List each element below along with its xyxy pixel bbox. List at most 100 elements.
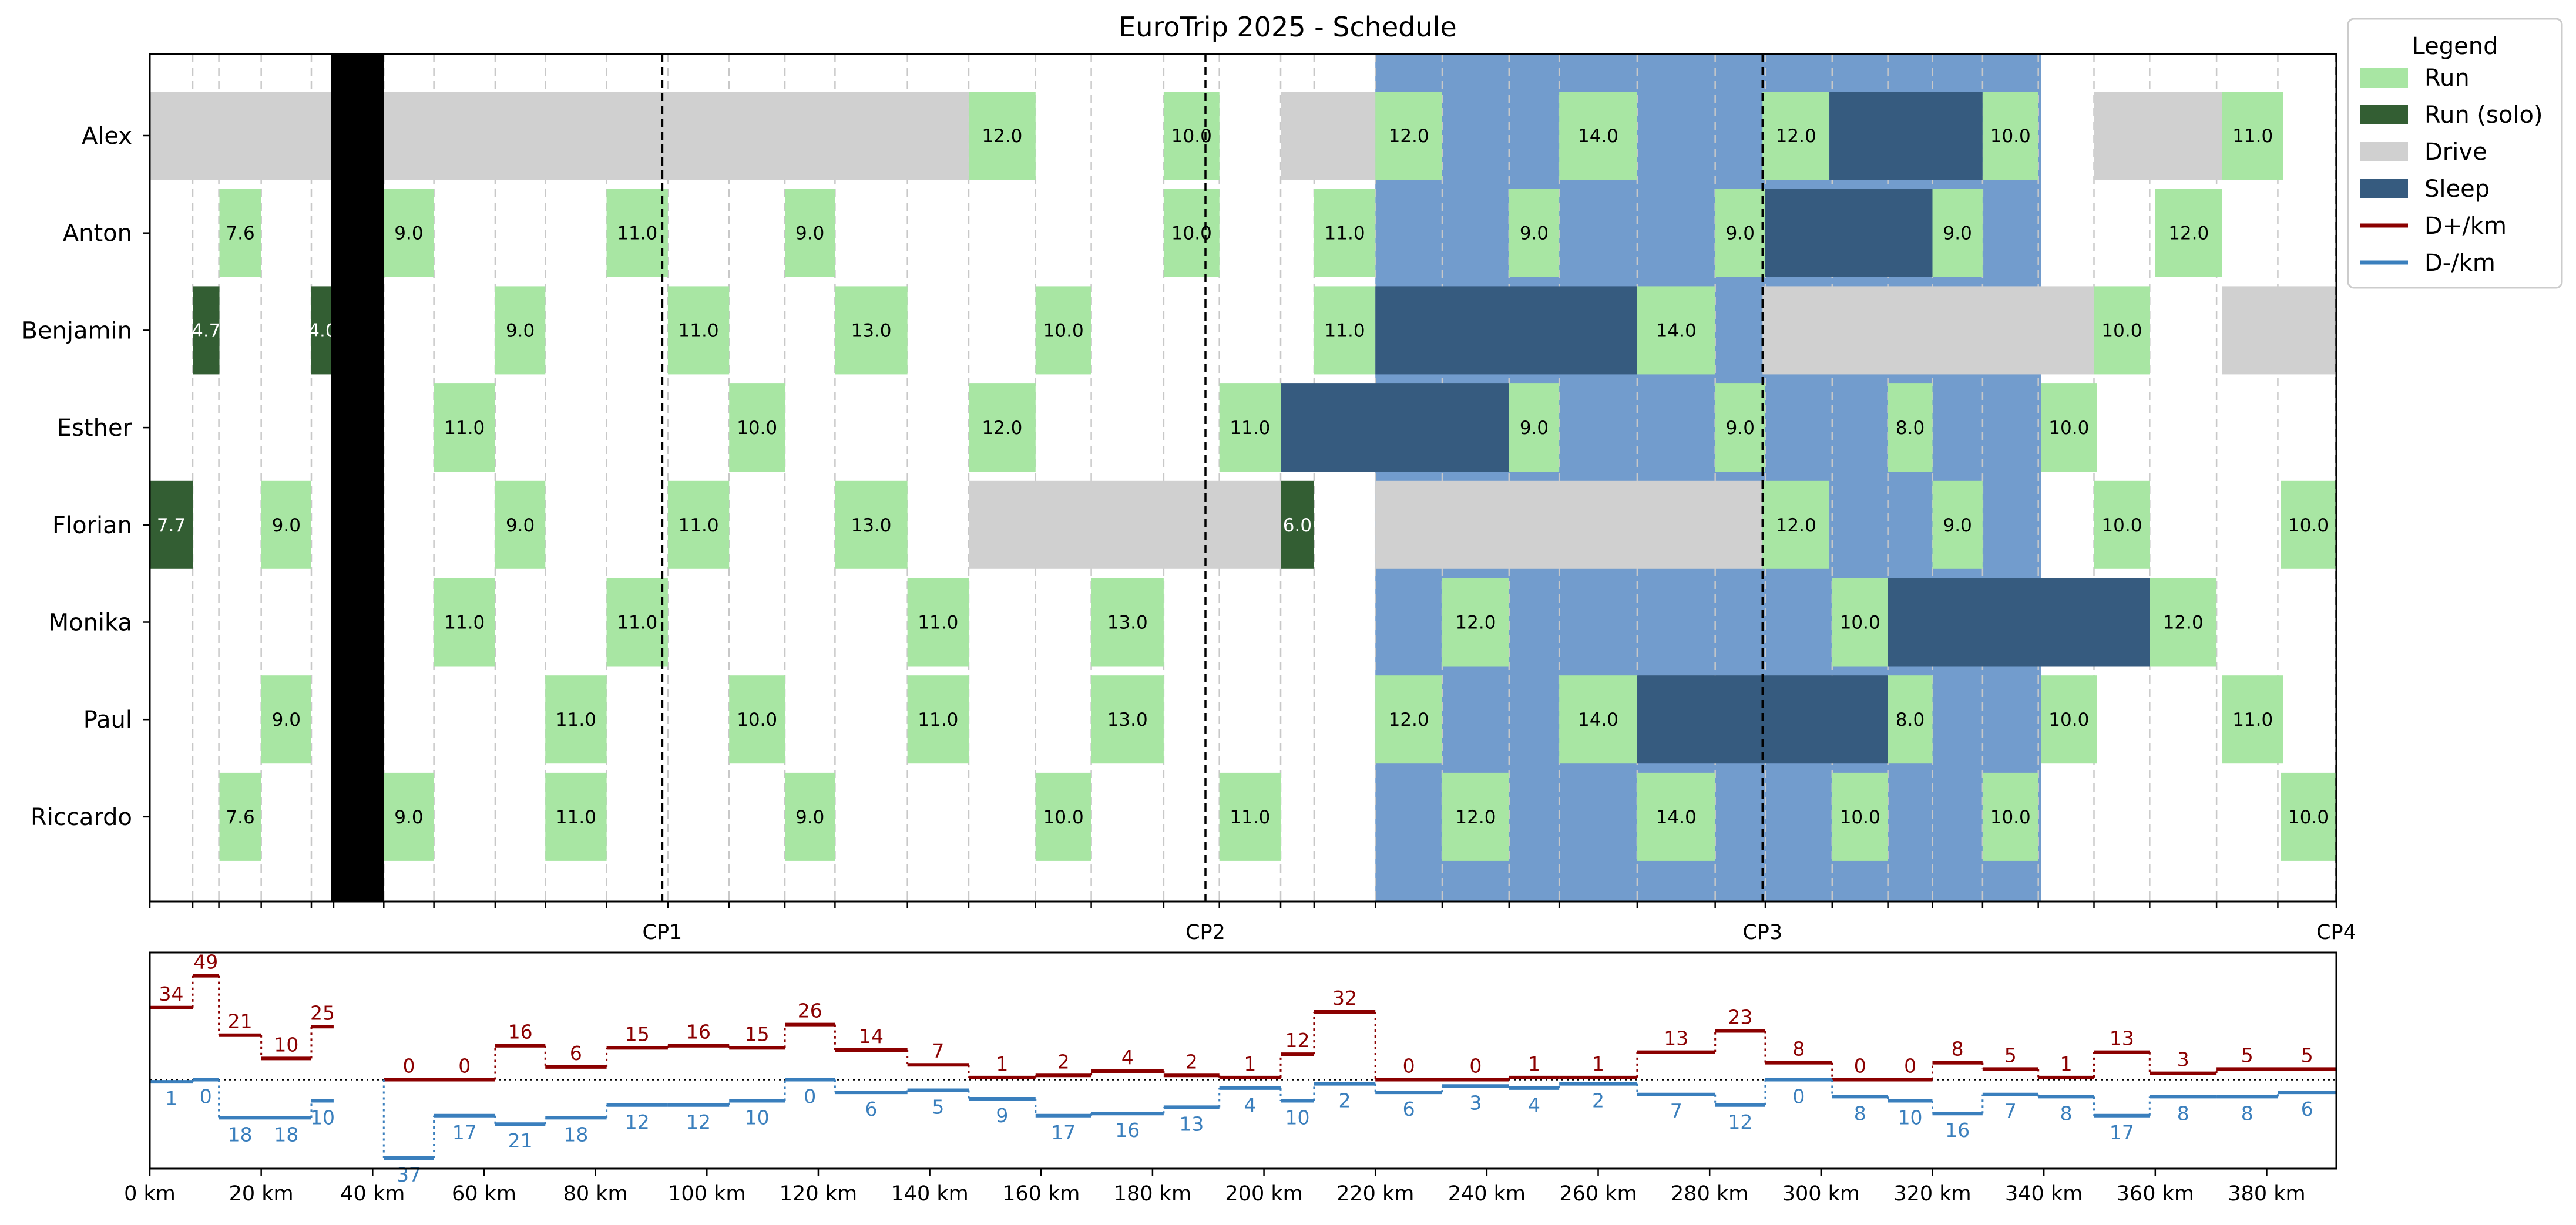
dplus-label: 14 xyxy=(859,1025,884,1048)
task-label: 12.0 xyxy=(1389,709,1429,731)
task-label: 9.0 xyxy=(1520,418,1549,439)
task-bar xyxy=(1762,286,2094,375)
gantt-frame xyxy=(149,53,2337,903)
task-label: 10.0 xyxy=(2288,515,2329,536)
row-label: Anton xyxy=(63,220,132,247)
dminus-label: 18 xyxy=(563,1123,588,1146)
elev-x-tick-label: 20 km xyxy=(229,1182,294,1206)
task-label: 11.0 xyxy=(1230,418,1270,439)
elev-x-tick-label: 100 km xyxy=(668,1182,745,1206)
dminus-label: 37 xyxy=(397,1163,421,1186)
task-bar xyxy=(1715,383,1766,472)
task-label: 9.0 xyxy=(394,807,423,828)
task-label: 9.0 xyxy=(795,807,824,828)
task-label: 11.0 xyxy=(918,709,958,731)
task-label: 14.0 xyxy=(1578,709,1618,731)
elev-x-tick-label: 380 km xyxy=(2228,1182,2305,1206)
task-label: 12.0 xyxy=(982,418,1022,439)
elev-x-tick-label: 240 km xyxy=(1448,1182,1526,1206)
task-bar xyxy=(968,92,1036,180)
task-bar xyxy=(1762,92,1830,180)
task-label: 12.0 xyxy=(1455,807,1496,828)
elev-x-tick-label: 60 km xyxy=(452,1182,516,1206)
task-label: 10.0 xyxy=(1990,807,2031,828)
dplus-label: 12 xyxy=(1285,1029,1309,1052)
dplus-label: 0 xyxy=(1904,1054,1916,1077)
task-bar xyxy=(261,675,312,764)
task-label: 7.7 xyxy=(157,515,186,536)
dplus-label: 26 xyxy=(798,999,822,1022)
dminus-label: 2 xyxy=(1592,1089,1604,1112)
dplus-label: 2 xyxy=(1185,1050,1198,1073)
task-bar xyxy=(1314,286,1376,375)
dplus-label: 32 xyxy=(1332,987,1357,1009)
row-label: Alex xyxy=(82,123,132,150)
task-bar xyxy=(785,772,835,861)
dplus-label: 25 xyxy=(310,1001,335,1024)
dminus-label: 0 xyxy=(1792,1085,1805,1108)
task-bar xyxy=(1509,383,1560,472)
dplus-label: 15 xyxy=(745,1022,770,1045)
dplus-label: 34 xyxy=(159,982,184,1005)
elev-x-tick-label: 140 km xyxy=(891,1182,968,1206)
task-label: 11.0 xyxy=(918,612,958,634)
task-bar xyxy=(1163,189,1220,277)
legend-label: Run (solo) xyxy=(2424,102,2543,129)
dplus-label: 13 xyxy=(1664,1027,1688,1050)
task-label: 8.0 xyxy=(1896,418,1925,439)
task-label: 10.0 xyxy=(2101,515,2142,536)
legend-swatch xyxy=(2360,179,2408,198)
task-label: 4.7 xyxy=(192,320,220,341)
task-bar xyxy=(2281,480,2336,569)
task-label: 12.0 xyxy=(1389,126,1429,147)
dminus-label: 5 xyxy=(932,1096,944,1119)
task-label: 9.0 xyxy=(272,709,301,731)
task-bar xyxy=(1219,383,1281,472)
task-bar xyxy=(1035,286,1091,375)
task-bar xyxy=(1375,480,1763,569)
task-label: 7.6 xyxy=(226,223,254,244)
dplus-label: 6 xyxy=(570,1042,582,1065)
dminus-label: 2 xyxy=(1339,1089,1351,1112)
task-label: 12.0 xyxy=(2163,612,2204,634)
legend-label: D+/km xyxy=(2424,213,2507,240)
task-bar xyxy=(1163,92,1220,180)
task-bar xyxy=(1765,189,1933,277)
dminus-label: 1 xyxy=(165,1087,177,1110)
task-label: 11.0 xyxy=(1230,807,1270,828)
task-label: 14.0 xyxy=(1656,807,1697,828)
task-bar xyxy=(150,92,969,180)
task-bar xyxy=(907,675,969,764)
row-label: Benjamin xyxy=(22,317,132,344)
dplus-label: 5 xyxy=(2301,1044,2313,1066)
task-bar xyxy=(968,480,1281,569)
task-bar xyxy=(1509,189,1560,277)
task-label: 11.0 xyxy=(617,223,657,244)
task-label: 11.0 xyxy=(679,320,719,341)
elev-x-tick-label: 280 km xyxy=(1671,1182,1748,1206)
task-bar xyxy=(1888,675,1933,764)
task-bar xyxy=(261,480,312,569)
dminus-label: 9 xyxy=(996,1104,1008,1127)
task-label: 12.0 xyxy=(1455,612,1496,634)
task-bar xyxy=(2041,675,2097,764)
task-bar xyxy=(1281,92,1376,180)
dplus-label: 13 xyxy=(2110,1027,2134,1050)
task-label: 10.0 xyxy=(2288,807,2329,828)
dplus-label: 23 xyxy=(1728,1005,1752,1028)
task-bar xyxy=(1982,92,2038,180)
task-label: 13.0 xyxy=(1107,612,1148,634)
dminus-label: 21 xyxy=(508,1129,533,1152)
blackout-block xyxy=(331,54,384,901)
task-label: 9.0 xyxy=(1943,223,1972,244)
legend-title: Legend xyxy=(2412,33,2498,60)
checkpoint-layer: CP1 CP2 CP3 CP4 xyxy=(643,54,2356,944)
dplus-label: 21 xyxy=(228,1010,253,1033)
task-bar xyxy=(1832,578,1888,667)
task-label: 10.0 xyxy=(2048,418,2089,439)
task-label: 12.0 xyxy=(1776,126,1816,147)
task-bar xyxy=(1829,92,1983,180)
task-bar xyxy=(1932,480,1983,569)
task-label: 13.0 xyxy=(851,515,892,536)
